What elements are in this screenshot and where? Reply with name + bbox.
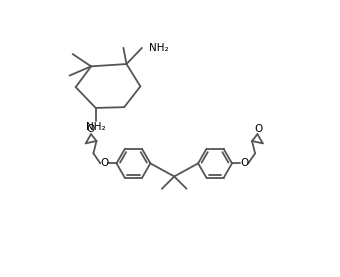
Text: O: O [254,124,262,135]
Text: O: O [240,158,249,168]
Text: O: O [100,158,108,168]
Text: NH₂: NH₂ [86,122,105,132]
Text: NH₂: NH₂ [149,43,168,53]
Text: O: O [86,124,95,135]
